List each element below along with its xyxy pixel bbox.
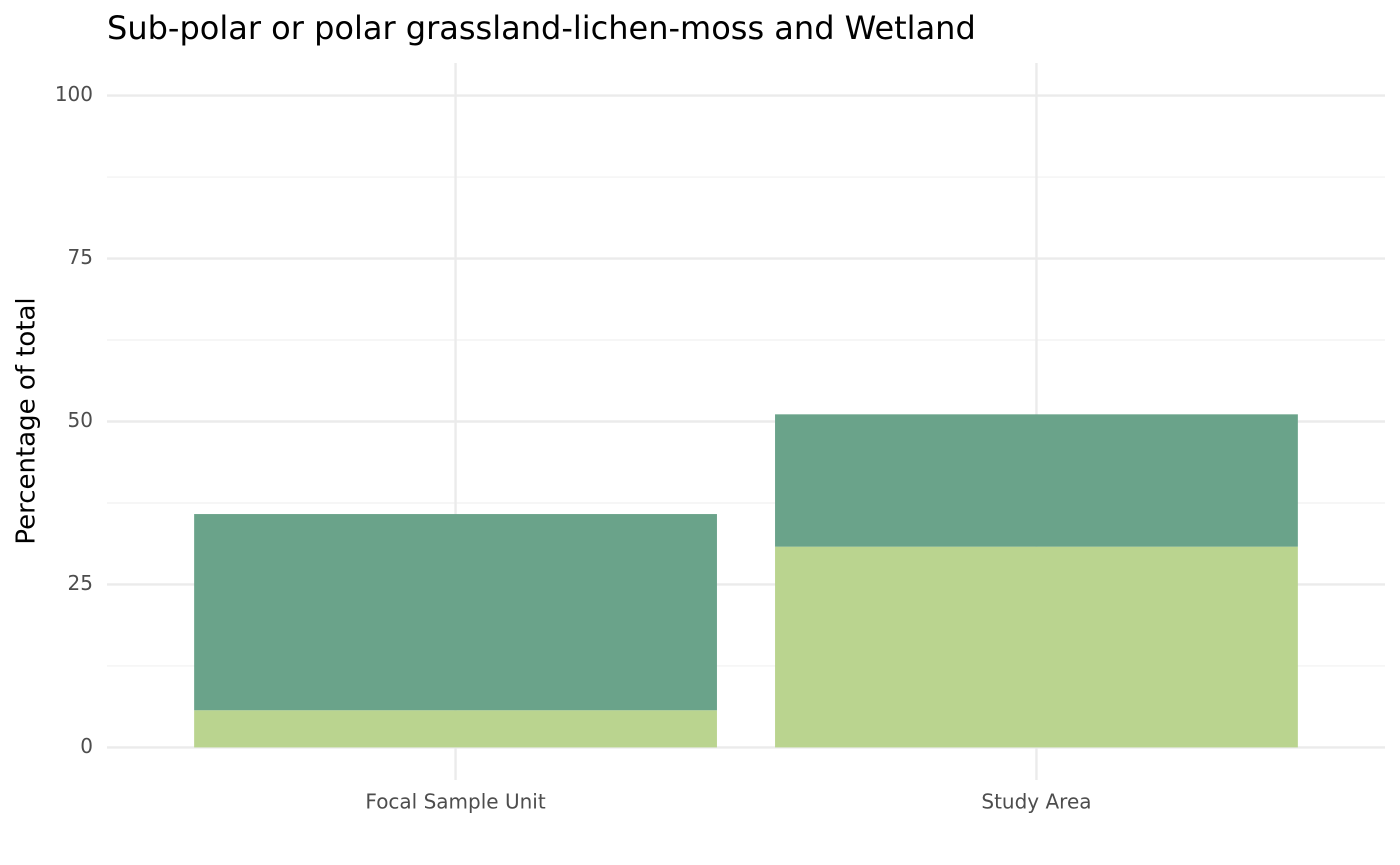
bar-segment <box>775 414 1298 547</box>
x-tick-label: Study Area <box>981 790 1091 814</box>
y-axis-label: Percentage of total <box>12 297 42 544</box>
y-tick-label: 50 <box>68 408 93 432</box>
y-tick-label: 0 <box>80 734 93 758</box>
bar-segment <box>194 710 717 748</box>
y-tick-label: 75 <box>68 245 93 269</box>
bar-segment <box>194 514 717 711</box>
chart-title: Sub-polar or polar grassland-lichen-moss… <box>107 9 976 47</box>
bar-segment <box>775 546 1298 748</box>
x-tick-label: Focal Sample Unit <box>365 790 545 814</box>
y-tick-label: 100 <box>55 82 93 106</box>
y-tick-label: 25 <box>68 571 93 595</box>
